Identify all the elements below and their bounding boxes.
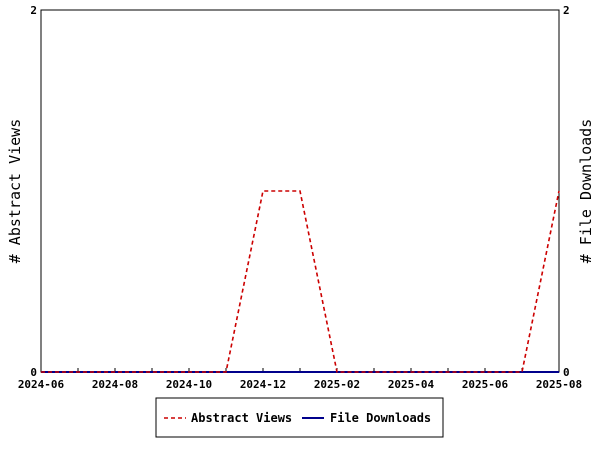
x-tick-label-2025-06: 2025-06 <box>462 378 509 391</box>
left-y-axis-title: # Abstract Views <box>6 119 24 264</box>
x-tick-label-2025-04: 2025-04 <box>388 378 435 391</box>
x-tick-label-2024-12: 2024-12 <box>240 378 286 391</box>
series-line-abstract-views <box>41 190 560 373</box>
right-y-tick-label-0: 0 <box>563 366 570 379</box>
legend-box <box>155 397 444 438</box>
left-y-axis-tick-labels: 02 <box>30 4 37 379</box>
x-tick-label-2024-10: 2024-10 <box>166 378 212 391</box>
legend-label-abstract-views: Abstract Views <box>191 411 292 425</box>
right-y-tick-label-2: 2 <box>563 4 570 17</box>
x-tick-label-2024-06: 2024-06 <box>18 378 65 391</box>
x-axis-tick-labels: 2024-06 2024-08 2024-10 2024-12 2025-02 2025-… <box>18 378 582 391</box>
right-y-axis-title: # File Downloads <box>577 119 595 264</box>
legend: Abstract Views File Downloads <box>155 397 444 438</box>
series-layer <box>41 190 560 373</box>
x-tick-label-2024-08: 2024-08 <box>92 378 138 391</box>
right-y-axis-tick-labels: 02 <box>563 4 570 379</box>
left-y-tick-label-0: 0 <box>30 366 37 379</box>
left-y-tick-label-2: 2 <box>30 4 37 17</box>
legend-label-file-downloads: File Downloads <box>330 411 431 425</box>
x-tick-label-2025-08: 2025-08 <box>536 378 582 391</box>
x-tick-label-2025-02: 2025-02 <box>314 378 360 391</box>
